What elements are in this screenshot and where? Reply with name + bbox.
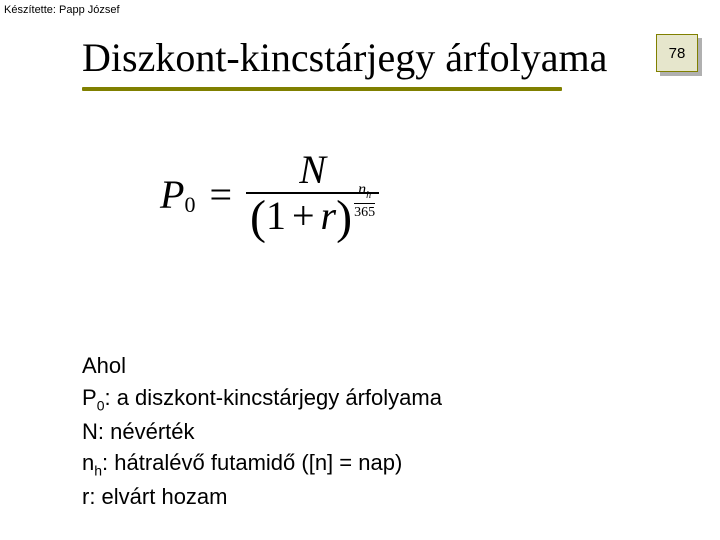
exponent-fraction: nh 365 <box>354 182 375 220</box>
title-block: Diszkont-kincstárjegy árfolyama <box>82 34 642 91</box>
page-number: 78 <box>669 45 686 62</box>
paren-open: ( <box>250 196 266 239</box>
formula-lhs-sub: 0 <box>184 192 195 218</box>
formula-denominator: ( 1 + r ) nh 365 <box>246 194 379 239</box>
formula-numerator: N <box>295 150 330 192</box>
denom-r: r <box>321 196 337 236</box>
denom-plus: + <box>292 196 315 236</box>
author-credit: Készítette: Papp József <box>4 4 120 16</box>
page-title: Diszkont-kincstárjegy árfolyama <box>82 34 642 81</box>
title-underline <box>82 87 562 91</box>
formula-equals: = <box>209 171 232 218</box>
legend-line-ahol: Ahol <box>82 350 442 382</box>
page-number-badge: 78 <box>656 34 698 72</box>
formula: P0 = N ( 1 + r ) nh 365 <box>160 150 379 239</box>
exp-denominator: 365 <box>354 206 375 220</box>
exp-fraction-bar <box>354 203 375 204</box>
legend-line-n: N: névérték <box>82 416 442 448</box>
legend-line-p0: P0: a diszkont-kincstárjegy árfolyama <box>82 382 442 416</box>
legend-line-nh: nh: hátralévő futamidő ([n] = nap) <box>82 447 442 481</box>
formula-fraction: N ( 1 + r ) nh 365 <box>246 150 379 239</box>
legend-line-r: r: elvárt hozam <box>82 481 442 513</box>
formula-lhs-var: P <box>160 171 184 218</box>
paren-close: ) <box>336 196 352 239</box>
legend-block: Ahol P0: a diszkont-kincstárjegy árfolya… <box>82 350 442 513</box>
denom-one: 1 <box>266 196 286 236</box>
exp-numerator: nh <box>358 182 371 201</box>
